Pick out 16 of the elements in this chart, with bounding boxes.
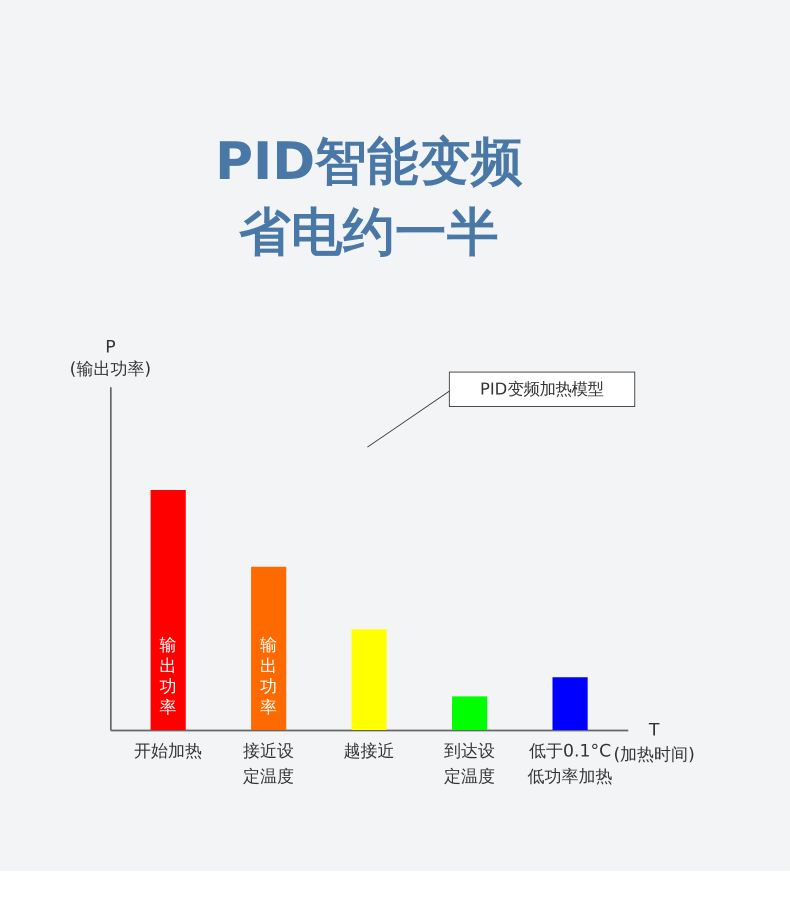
bar [150,490,186,730]
x-tick-label: 低于0.1°C低功率加热 [528,741,613,788]
bar [251,566,286,730]
annotation: 输出功率 [160,636,177,718]
bar [452,696,488,730]
text: PID变频加热模型 [480,380,604,399]
x-tick-label: 开始加热 [134,741,202,762]
bar [352,629,387,730]
chart-title: PID智能变频省电约一半 [215,132,524,263]
annotation: 输出功率 [260,636,278,718]
x-tick-label: 越接近 [344,741,395,762]
x-axis-title: T (加热时间) [613,720,695,765]
x-tick-label: 接近设定温度 [243,741,294,788]
bar [552,677,588,730]
text: P (输出功率) [70,337,152,380]
x-tick-label: 到达设定温度 [444,741,496,788]
